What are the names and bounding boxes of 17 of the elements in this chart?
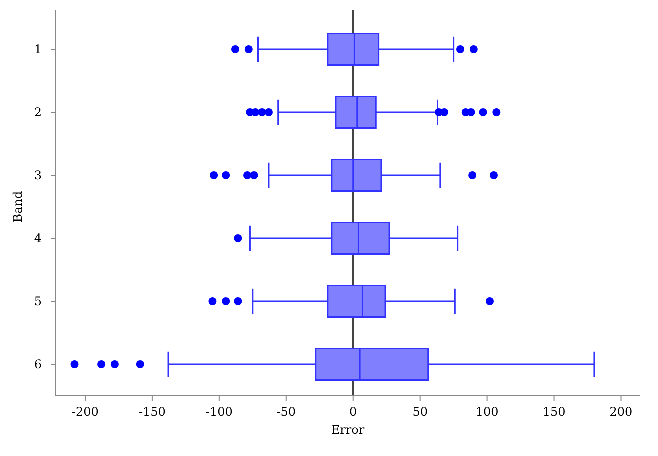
x-tick-label: 50 [412,405,428,419]
x-tick-label: -50 [276,405,296,419]
x-tick-label: 100 [476,405,499,419]
x-tick-label: 0 [350,405,358,419]
y-tick-label: 5 [34,294,42,308]
y-tick-label: 1 [34,42,42,56]
y-tick-label: 4 [34,232,42,246]
x-tick-label: -100 [206,405,233,419]
y-tick-label: 2 [34,106,42,120]
y-tick-label: 3 [34,168,42,182]
x-axis-title: Error [331,423,365,437]
x-tick-label: -200 [72,405,99,419]
y-axis-title: Band [11,190,25,223]
x-tick-label: 150 [542,405,566,419]
y-tick-label: 6 [34,358,42,372]
x-tick-label: -150 [138,405,166,419]
x-tick-label: 200 [610,405,633,419]
